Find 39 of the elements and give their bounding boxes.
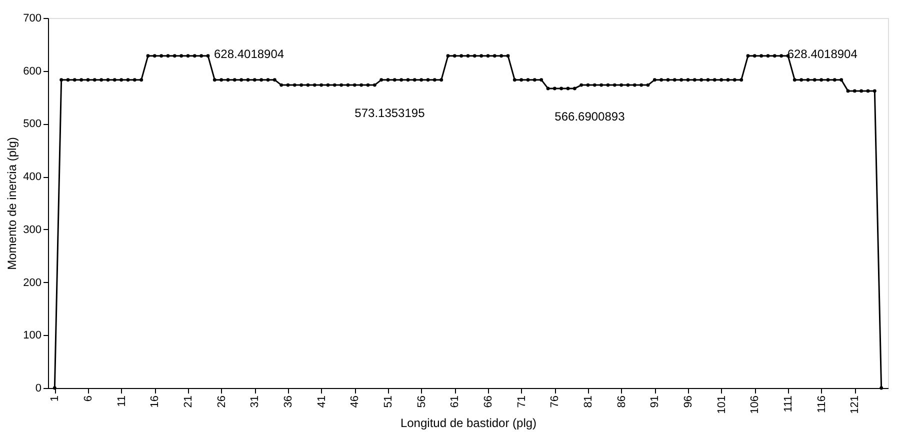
x-tick-label: 56	[416, 396, 428, 408]
x-tick-label: 91	[649, 396, 662, 408]
x-tick-label: 26	[216, 396, 228, 408]
y-tick-label: 400	[23, 171, 42, 184]
x-tick-label: 46	[349, 396, 362, 408]
x-tick-label: 96	[682, 396, 694, 408]
annotation: 628.4018904	[214, 46, 284, 61]
x-tick-label: 86	[616, 396, 628, 408]
x-tick-label: 81	[582, 396, 594, 408]
x-tick-label: 71	[516, 396, 528, 408]
y-tick-label: 700	[23, 12, 42, 24]
y-tick-label: 300	[23, 224, 42, 236]
x-tick-label: 36	[282, 396, 294, 408]
x-tick-label: 66	[482, 396, 494, 408]
y-tick-label: 500	[23, 118, 42, 130]
x-tick-label: 101	[716, 396, 728, 414]
x-tick-label: 21	[182, 396, 194, 408]
annotation: 628.4018904	[787, 46, 858, 61]
x-tick-label: 116	[816, 396, 828, 414]
x-tick-label: 11	[116, 396, 128, 407]
x-tick-label: 61	[449, 396, 462, 408]
x-tick-label: 121	[849, 396, 862, 414]
x-tick-label: 1	[49, 396, 62, 402]
x-tick-label: 41	[316, 396, 328, 408]
y-axis-title: Momento de inercia (plg)	[5, 137, 20, 270]
y-tick-label: 600	[23, 65, 42, 78]
x-tick-label: 31	[249, 396, 262, 408]
x-axis-title: Longitud de bastidor (plg)	[400, 416, 537, 430]
y-tick-label: 0	[35, 382, 42, 394]
x-tick-label: 106	[749, 396, 762, 414]
x-tick-label: 16	[149, 396, 162, 408]
x-tick-label: 111	[782, 396, 794, 412]
annotation: 566.6900893	[554, 109, 626, 124]
y-tick-label: 200	[23, 276, 42, 289]
annotation: 573.1353195	[354, 106, 426, 120]
x-tick-label: 76	[549, 396, 562, 408]
x-tick-label: 51	[382, 396, 394, 408]
x-tick-label: 6	[82, 396, 94, 402]
y-tick-label: 100	[23, 330, 42, 342]
